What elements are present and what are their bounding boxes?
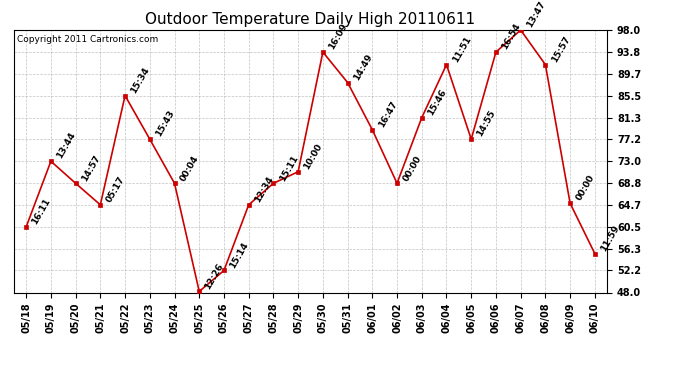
Text: 13:47: 13:47: [525, 0, 547, 29]
Text: 14:49: 14:49: [352, 52, 374, 82]
Text: Copyright 2011 Cartronics.com: Copyright 2011 Cartronics.com: [17, 35, 158, 44]
Text: 16:11: 16:11: [30, 197, 52, 226]
Text: 15:57: 15:57: [549, 34, 572, 64]
Text: 11:51: 11:51: [451, 34, 473, 64]
Text: 16:54: 16:54: [500, 22, 522, 51]
Text: 15:34: 15:34: [129, 66, 151, 95]
Text: 12:34: 12:34: [253, 175, 275, 204]
Text: 16:47: 16:47: [377, 99, 399, 129]
Text: 13:44: 13:44: [55, 131, 77, 160]
Text: 11:59: 11:59: [599, 224, 621, 253]
Text: 15:43: 15:43: [154, 109, 176, 138]
Text: 10:00: 10:00: [302, 142, 324, 171]
Text: 00:00: 00:00: [574, 174, 596, 202]
Text: 15:11: 15:11: [277, 153, 299, 183]
Text: 00:04: 00:04: [179, 153, 201, 183]
Text: 05:17: 05:17: [104, 175, 126, 204]
Title: Outdoor Temperature Daily High 20110611: Outdoor Temperature Daily High 20110611: [146, 12, 475, 27]
Text: 14:57: 14:57: [80, 153, 102, 183]
Text: 16:09: 16:09: [327, 22, 349, 51]
Text: 15:46: 15:46: [426, 87, 448, 117]
Text: 00:00: 00:00: [401, 154, 423, 183]
Text: 14:55: 14:55: [475, 109, 497, 138]
Text: 12:26: 12:26: [204, 261, 226, 291]
Text: 15:14: 15:14: [228, 240, 250, 270]
